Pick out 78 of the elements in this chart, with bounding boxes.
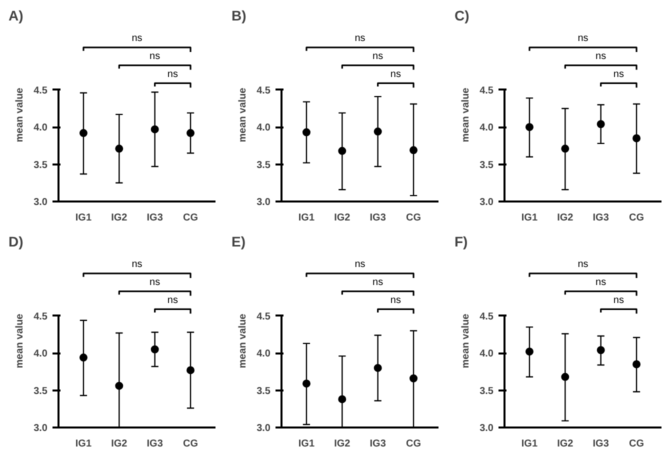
y-tick-label: 4.5 (34, 311, 48, 322)
chart-title: B) (232, 8, 246, 24)
x-tick-label: IG2 (334, 212, 351, 224)
y-tick-label: 4.0 (480, 348, 494, 360)
x-tick-label: IG2 (557, 438, 574, 450)
y-tick-label: 4.5 (256, 85, 271, 96)
x-tick-label: CG (406, 438, 422, 450)
chart-title: E) (232, 234, 246, 250)
text: ns (390, 68, 401, 80)
y-axis-title: mean value (460, 313, 472, 368)
x-tick-label: IG1 (75, 212, 92, 224)
y-tick-label: 4.5 (256, 311, 271, 322)
x-tick-label: CG (629, 212, 644, 224)
text: ns (167, 68, 178, 80)
y-tick-label: 4.0 (256, 348, 271, 360)
text: ns (596, 50, 606, 62)
chart-title: D) (8, 234, 24, 250)
text: ns (596, 276, 606, 288)
x-tick-label: IG1 (298, 212, 315, 224)
x-tick-label: IG3 (146, 438, 164, 450)
y-tick-label: 3.0 (480, 423, 494, 434)
x-tick-label: IG2 (557, 212, 574, 224)
text: ns (150, 50, 160, 62)
y-tick-label: 3.5 (480, 160, 494, 171)
y-axis-title: mean value (238, 313, 249, 368)
y-tick-label: 4.5 (480, 311, 494, 322)
y-tick-label: 4.5 (34, 85, 48, 96)
y-tick-label: 4.0 (256, 122, 271, 134)
y-tick-label: 3.0 (480, 197, 494, 208)
text: ns (578, 33, 588, 44)
text: ns (167, 294, 178, 306)
text: ns (354, 33, 366, 44)
x-tick-label: IG2 (334, 438, 351, 450)
y-axis-title: mean value (238, 87, 249, 142)
x-tick-label: IG3 (146, 212, 164, 224)
x-tick-label: CG (183, 438, 198, 450)
chart-title: C) (454, 8, 470, 24)
x-tick-label: IG1 (298, 438, 315, 450)
x-tick-label: CG (183, 212, 198, 224)
text: ns (390, 294, 401, 306)
y-tick-label: 3.0 (256, 423, 271, 434)
y-tick-label: 4.0 (34, 348, 48, 360)
x-tick-label: IG3 (370, 212, 386, 224)
x-tick-label: IG1 (521, 212, 538, 224)
text: ns (372, 50, 384, 62)
y-axis-title: mean value (14, 87, 26, 142)
chart-title: A) (8, 8, 24, 24)
y-tick-label: 3.5 (256, 386, 271, 397)
y-tick-label: 4.0 (34, 122, 48, 134)
text: ns (132, 33, 142, 44)
x-tick-label: IG3 (592, 438, 610, 450)
x-tick-label: IG3 (592, 212, 610, 224)
x-tick-label: CG (629, 438, 644, 450)
y-tick-label: 4.5 (480, 85, 494, 96)
x-tick-label: IG1 (521, 438, 538, 450)
text: ns (150, 276, 160, 288)
y-tick-label: 3.0 (34, 423, 48, 434)
x-tick-label: IG1 (75, 438, 92, 450)
text: ns (578, 259, 588, 270)
y-tick-label: 3.0 (34, 197, 48, 208)
x-tick-label: IG2 (111, 212, 128, 224)
chart-title: F) (454, 234, 468, 250)
text: ns (372, 276, 384, 288)
x-tick-label: IG3 (370, 438, 386, 450)
y-tick-label: 3.0 (256, 197, 271, 208)
x-tick-label: IG2 (111, 438, 128, 450)
y-tick-label: 4.0 (480, 122, 494, 134)
y-axis-title: mean value (460, 87, 472, 142)
y-tick-label: 3.5 (256, 160, 271, 171)
y-axis-title: mean value (14, 313, 26, 368)
text: ns (613, 294, 624, 306)
text: ns (613, 68, 624, 80)
y-tick-label: 3.5 (34, 160, 48, 171)
y-tick-label: 3.5 (34, 386, 48, 397)
x-tick-label: CG (406, 212, 422, 224)
text: ns (354, 259, 366, 270)
y-tick-label: 3.5 (480, 386, 494, 397)
text: ns (132, 259, 142, 270)
